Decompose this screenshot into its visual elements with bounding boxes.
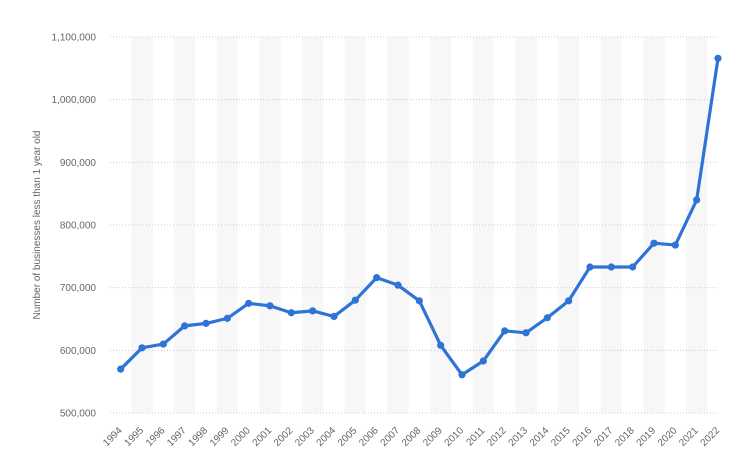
column-band	[174, 37, 196, 413]
x-tick-label: 2011	[464, 425, 487, 448]
data-point[interactable]	[223, 314, 231, 322]
data-point[interactable]	[245, 299, 253, 307]
data-point[interactable]	[351, 296, 359, 304]
x-tick-label: 2008	[400, 425, 424, 449]
y-tick-label: 900,000	[60, 158, 97, 169]
data-point[interactable]	[565, 297, 573, 305]
data-point[interactable]	[714, 54, 722, 62]
x-tick-label: 2009	[421, 425, 445, 449]
data-point[interactable]	[671, 241, 679, 249]
x-tick-label: 2007	[379, 425, 403, 449]
data-point[interactable]	[522, 329, 530, 337]
data-point[interactable]	[458, 371, 466, 379]
data-point[interactable]	[181, 322, 189, 330]
x-tick-label: 2021	[677, 425, 701, 449]
x-tick-label: 1995	[123, 425, 147, 449]
column-band	[302, 37, 324, 413]
data-point[interactable]	[415, 297, 423, 305]
y-axis-ticks: 500,000 600,000 700,000 800,000 900,000 1,000…	[52, 33, 97, 420]
x-axis-ticks: 1994199519961997199819992000200120022003…	[101, 425, 722, 449]
data-point[interactable]	[202, 319, 210, 327]
data-point[interactable]	[650, 239, 658, 247]
x-tick-label: 2001	[251, 425, 275, 449]
x-tick-label: 1996	[144, 425, 168, 449]
x-tick-label: 2015	[549, 425, 573, 449]
x-tick-label: 1994	[101, 425, 125, 449]
x-tick-label: 2022	[699, 425, 723, 449]
x-tick-label: 2004	[315, 425, 339, 449]
x-tick-label: 2014	[528, 425, 552, 449]
x-tick-label: 2000	[229, 425, 253, 449]
x-tick-label: 2002	[272, 425, 296, 449]
y-axis-label: Number of businesses less than 1 year ol…	[32, 131, 43, 320]
column-band	[558, 37, 580, 413]
column-band	[472, 37, 494, 413]
series-group	[117, 54, 722, 379]
y-tick-label: 800,000	[60, 221, 97, 232]
data-point[interactable]	[501, 327, 509, 335]
data-point[interactable]	[373, 274, 381, 282]
x-tick-label: 1999	[208, 425, 232, 449]
column-band	[686, 37, 708, 413]
y-tick-label: 500,000	[60, 409, 97, 420]
data-point[interactable]	[437, 341, 445, 349]
x-tick-label: 2010	[443, 425, 467, 449]
x-tick-label: 2006	[357, 425, 381, 449]
data-point[interactable]	[309, 307, 317, 315]
gridlines	[110, 36, 718, 414]
data-point[interactable]	[586, 263, 594, 271]
data-point[interactable]	[287, 309, 295, 317]
x-tick-label: 2003	[293, 425, 317, 449]
x-tick-label: 2016	[571, 425, 595, 449]
data-point[interactable]	[159, 340, 167, 348]
y-tick-label: 700,000	[60, 283, 97, 294]
x-tick-label: 1998	[187, 425, 211, 449]
column-band	[515, 37, 537, 413]
y-tick-label: 1,100,000	[52, 33, 97, 44]
y-tick-label: 600,000	[60, 346, 97, 357]
x-tick-label: 2017	[592, 425, 616, 449]
y-tick-label: 1,000,000	[52, 95, 97, 106]
x-tick-label: 2013	[507, 425, 531, 449]
data-point[interactable]	[117, 365, 125, 373]
x-tick-label: 2018	[613, 425, 637, 449]
data-point[interactable]	[394, 281, 402, 289]
data-point[interactable]	[693, 196, 701, 204]
series-line	[119, 56, 720, 377]
x-tick-label: 1997	[165, 425, 189, 449]
x-tick-label: 2019	[635, 425, 659, 449]
data-point[interactable]	[629, 263, 637, 271]
x-tick-label: 2020	[656, 425, 680, 449]
data-point[interactable]	[479, 357, 487, 365]
data-point[interactable]	[266, 302, 274, 310]
x-tick-label: 2005	[336, 425, 360, 449]
data-point[interactable]	[543, 314, 551, 322]
data-point[interactable]	[607, 263, 615, 271]
data-point[interactable]	[138, 344, 146, 352]
data-point[interactable]	[330, 312, 338, 321]
x-tick-label: 2012	[485, 425, 509, 449]
column-band	[344, 37, 366, 413]
column-band	[131, 37, 153, 413]
